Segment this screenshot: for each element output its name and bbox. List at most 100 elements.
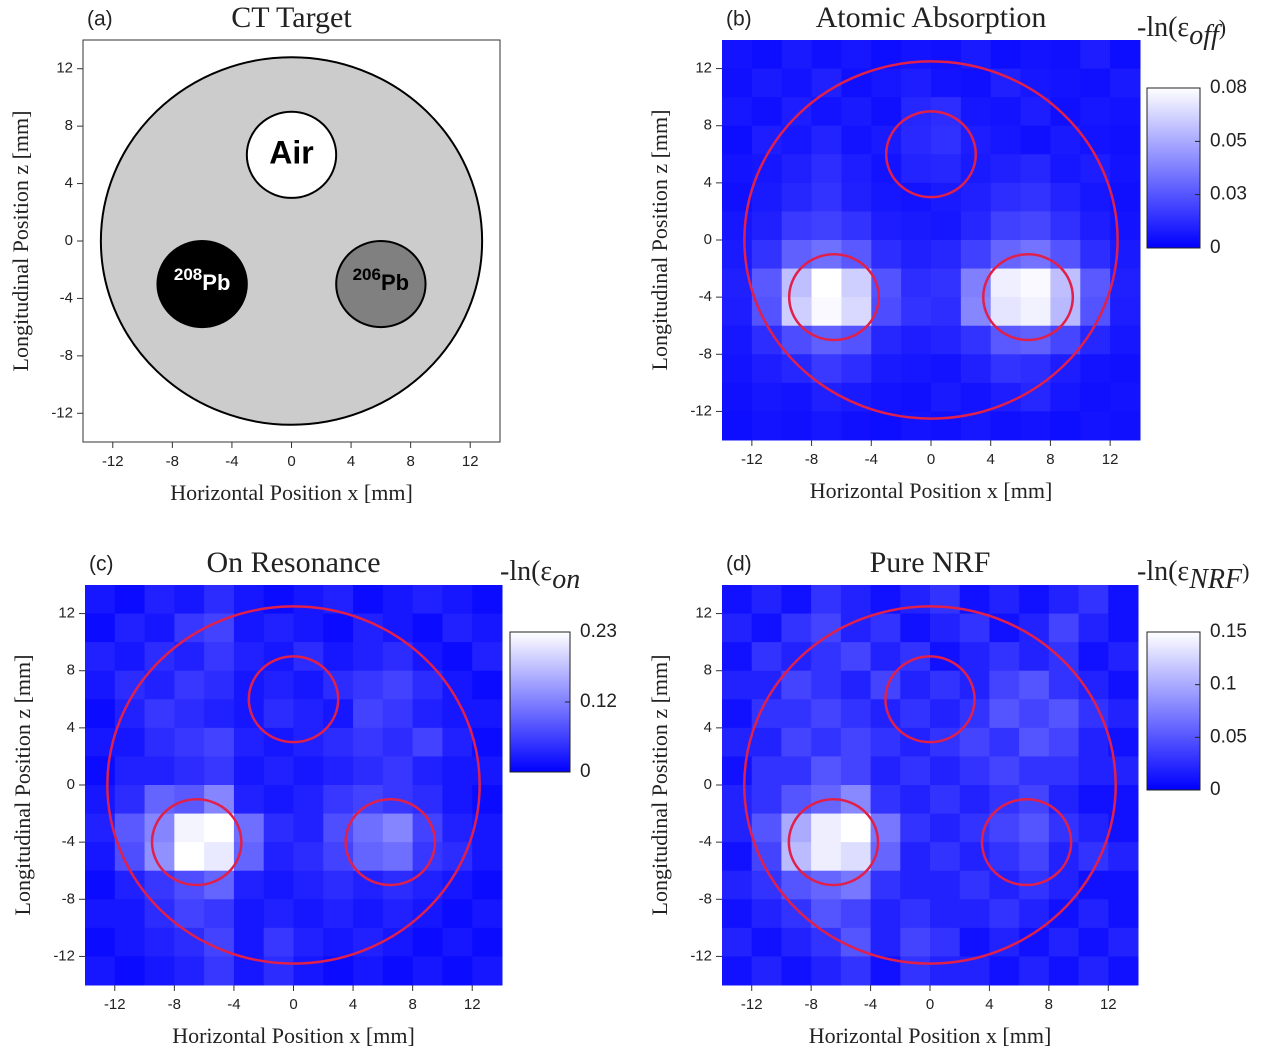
heat-cell [841,956,871,985]
heat-cell [174,728,204,757]
heat-cell [145,699,175,728]
heat-cell [294,899,324,928]
heat-cell [901,383,931,412]
heat-cell [722,756,752,785]
y-tick-label: -12 [51,404,73,421]
heat-cell [782,69,812,98]
heat-cell [264,699,294,728]
heat-cell [871,928,901,957]
heat-cell [991,126,1021,155]
heat-cell [204,699,234,728]
y-tick-label: 4 [704,174,712,191]
heat-cell [812,183,842,212]
heat-cell [752,69,782,98]
heat-cell [752,814,782,843]
heat-cell [782,354,812,383]
heat-cell [1050,154,1080,183]
heat-cell [961,211,991,240]
heat-cell [383,956,413,985]
heat-cell [811,814,841,843]
heat-cell [204,956,234,985]
heat-cell [1049,899,1079,928]
heat-cell [1049,642,1079,671]
heat-cell [1080,411,1110,440]
heat-cell [901,326,931,355]
heat-cell [782,154,812,183]
heat-cell [204,899,234,928]
heat-cell [812,354,842,383]
heat-cell [1019,699,1049,728]
y-axis-label: Longitudinal Position z [mm] [8,111,33,372]
heat-cell [1080,97,1110,126]
heat-cell [1110,297,1140,326]
colorbar-tick-label: 0.05 [1210,726,1247,747]
heat-cell [722,383,752,412]
x-tick-label: 4 [985,996,993,1013]
x-tick-label: 8 [1046,451,1054,468]
heat-cell [145,899,175,928]
heat-cell [722,326,752,355]
heat-cell [115,756,145,785]
panel-title: CT Target [231,1,352,34]
heat-cell [960,928,990,957]
heat-cell [383,728,413,757]
heat-cell [871,354,901,383]
heat-cell [1021,154,1051,183]
heat-cell [781,899,811,928]
colorbar-title-main: -ln(ε [1137,556,1189,587]
heat-cell [811,585,841,614]
heat-cell [204,642,234,671]
heat-cell [752,899,782,928]
heat-cell [752,756,782,785]
y-axis-label: Longitudinal Position z [mm] [647,655,672,916]
heat-cell [145,671,175,700]
heat-cell [323,728,353,757]
heat-cell [991,326,1021,355]
heat-cell [991,183,1021,212]
heat-cell [472,842,502,871]
x-tick-label: -12 [104,996,126,1013]
colorbar-title-end: ) [1242,559,1249,584]
heat-cell [722,354,752,383]
heat-cell [323,642,353,671]
heat-cell [752,240,782,269]
heat-cell [413,899,443,928]
heat-cell [1019,814,1049,843]
heat-cell [722,785,752,814]
heat-cell [752,785,782,814]
heat-cell [930,899,960,928]
heat-cell [961,383,991,412]
heat-cell [353,642,383,671]
heat-cell [1080,183,1110,212]
x-tick-label: 8 [408,996,416,1013]
heat-cell [752,97,782,126]
heat-cell [961,240,991,269]
heat-cell [442,642,472,671]
colorbar-title-end: ) [1219,15,1226,40]
heat-cell [930,585,960,614]
panel-label: (b) [726,8,752,31]
heat-cell [174,842,204,871]
heat-cell [442,614,472,643]
heat-cell [722,240,752,269]
heat-cell [991,97,1021,126]
heat-cell [961,97,991,126]
heat-cell [722,956,752,985]
heat-cell [960,899,990,928]
x-tick-label: 0 [927,451,935,468]
heat-cell [413,671,443,700]
y-tick-label: -4 [62,833,75,850]
heat-cell [841,899,871,928]
colorbar-title-sub: NRF [1188,564,1243,595]
heat-cell [991,154,1021,183]
heat-cell [781,871,811,900]
heat-cell [722,211,752,240]
heat-cell [722,899,752,928]
element-symbol: Pb [202,270,230,295]
colorbar [1147,88,1200,248]
heat-cell [1049,585,1079,614]
heat-cell [204,842,234,871]
colorbar-title-sub: on [552,564,580,595]
heat-cell [989,956,1019,985]
x-tick-label: 12 [1102,451,1119,468]
